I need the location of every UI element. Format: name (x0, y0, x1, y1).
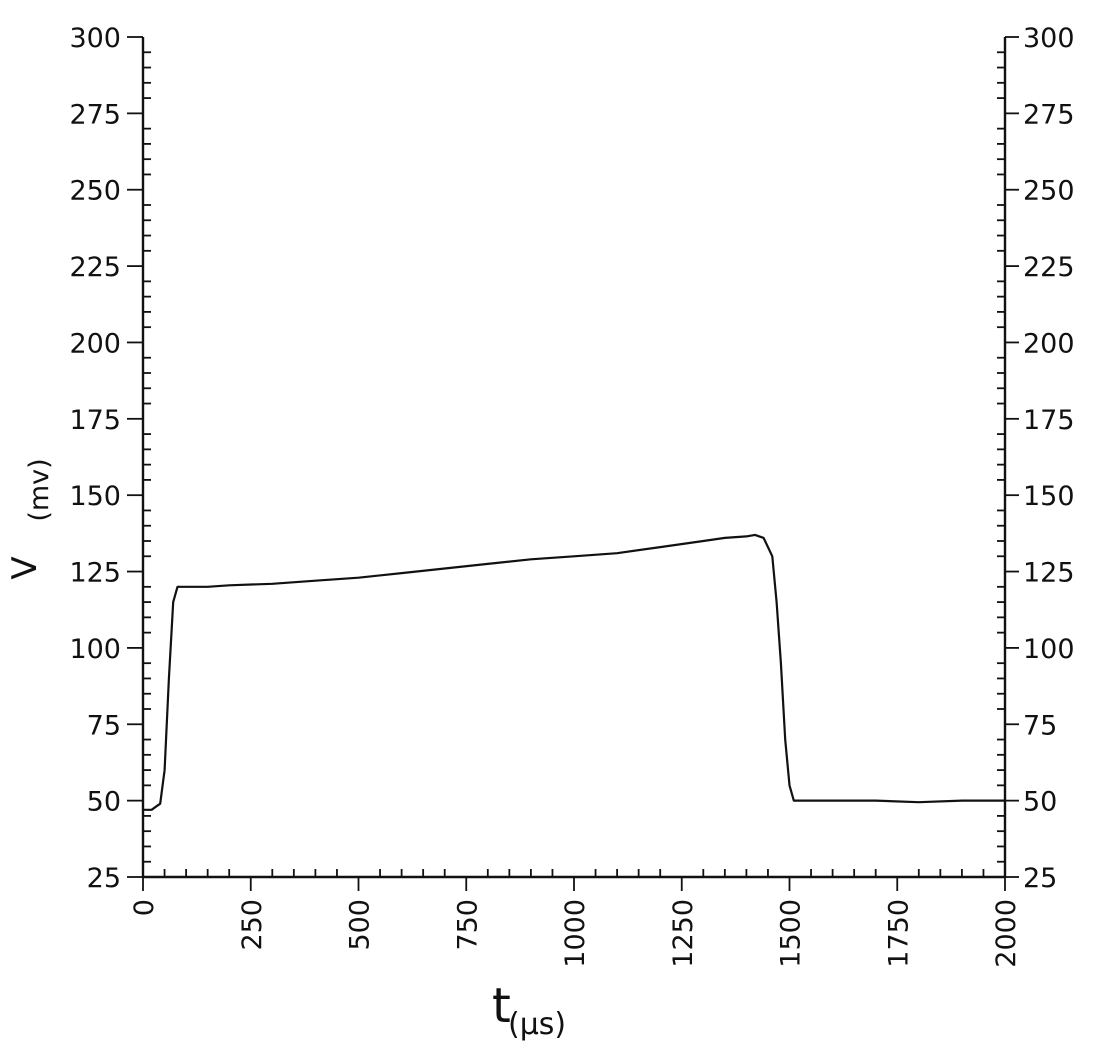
right-y-tick-label: 225 (1023, 252, 1075, 283)
y-axis-label: V (mv) (5, 458, 55, 579)
x-ticks: 0 250 500 750 1000 1250 1500 1750 2000 (129, 869, 1022, 968)
right-y-tick-label: 75 (1023, 710, 1057, 741)
axes (141, 37, 1007, 879)
left-y-tick-label: 150 (69, 481, 121, 512)
right-y-tick-label: 200 (1023, 328, 1075, 359)
x-tick-label: 1750 (883, 899, 914, 968)
left-y-tick-label: 200 (69, 328, 121, 359)
left-y-tick-label: 125 (69, 558, 121, 589)
x-tick-label: 2000 (991, 899, 1022, 968)
right-y-tick-label: 100 (1023, 634, 1075, 665)
left-y-tick-label: 25 (87, 863, 121, 894)
voltage-series-line (143, 533, 1005, 811)
left-y-tick-label: 225 (69, 252, 121, 283)
left-y-tick-label: 300 (69, 23, 121, 54)
left-y-tick-label: 275 (69, 99, 121, 130)
x-tick-label: 1250 (668, 899, 699, 968)
x-axis-unit: (μs) (508, 1007, 566, 1042)
left-y-ticks: 25 50 75 100 125 150 175 200 225 250 275 300 (69, 23, 151, 894)
x-tick-label: 0 (129, 899, 160, 916)
x-tick-label: 1000 (560, 899, 591, 968)
right-y-tick-label: 250 (1023, 176, 1075, 207)
y-axis-label-text: V (5, 556, 45, 579)
left-y-tick-label: 50 (87, 787, 121, 818)
right-y-ticks: 25 50 75 100 125 150 175 200 225 250 275 300 (997, 23, 1075, 894)
x-tick-label: 500 (345, 899, 376, 951)
right-y-tick-label: 125 (1023, 558, 1075, 589)
right-y-tick-label: 50 (1023, 787, 1057, 818)
right-y-tick-label: 25 (1023, 863, 1057, 894)
right-y-tick-label: 275 (1023, 99, 1075, 130)
left-y-tick-label: 75 (87, 710, 121, 741)
left-y-tick-label: 250 (69, 176, 121, 207)
y-axis-unit: (mv) (24, 458, 55, 521)
right-y-tick-label: 300 (1023, 23, 1075, 54)
x-tick-label: 250 (237, 899, 268, 951)
left-y-tick-label: 175 (69, 405, 121, 436)
x-axis-label-text: t (492, 978, 511, 1034)
left-y-tick-label: 100 (69, 634, 121, 665)
x-tick-label: 750 (452, 899, 483, 951)
x-axis-label: t (μs) (492, 978, 566, 1042)
right-y-tick-label: 150 (1023, 481, 1075, 512)
right-y-tick-label: 175 (1023, 405, 1075, 436)
x-tick-label: 1500 (776, 899, 807, 968)
